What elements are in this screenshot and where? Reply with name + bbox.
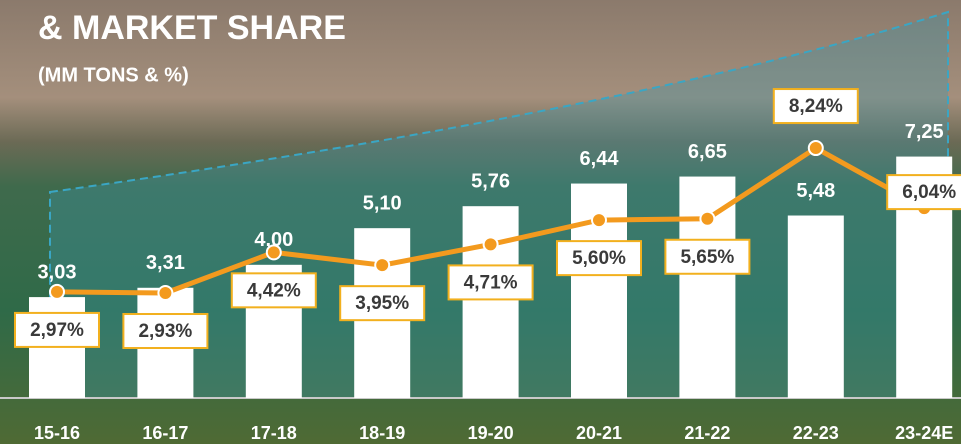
bar xyxy=(463,206,519,398)
bar-value-label: 5,10 xyxy=(363,192,402,214)
chart-subtitle: (MM TONS & %) xyxy=(38,64,189,86)
x-tick-label: 15-16 xyxy=(34,423,80,443)
x-tick-label: 17-18 xyxy=(251,423,297,443)
share-point xyxy=(700,212,714,226)
bar-value-label: 5,48 xyxy=(796,180,835,202)
share-point xyxy=(375,258,389,272)
x-tick-label: 18-19 xyxy=(359,423,405,443)
bar-value-label: 6,44 xyxy=(580,148,620,170)
share-point xyxy=(809,141,823,155)
share-value-label: 5,65% xyxy=(680,247,734,268)
x-tick-label: 20-21 xyxy=(576,423,622,443)
bar-value-label: 6,65 xyxy=(688,141,727,163)
x-tick-label: 23-24E xyxy=(895,423,953,443)
share-value-label: 3,95% xyxy=(355,293,409,314)
share-value-label: 5,60% xyxy=(572,248,626,269)
share-value-label: 4,42% xyxy=(247,280,301,301)
share-point xyxy=(592,213,606,227)
share-value-label: 2,97% xyxy=(30,320,84,341)
share-value-label: 2,93% xyxy=(138,321,192,342)
bar-value-label: 3,03 xyxy=(38,261,77,283)
share-point xyxy=(267,245,281,259)
x-tick-label: 16-17 xyxy=(142,423,188,443)
share-point xyxy=(158,286,172,300)
x-tick-label: 21-22 xyxy=(684,423,730,443)
x-tick-label: 19-20 xyxy=(468,423,514,443)
share-value-label: 4,71% xyxy=(464,272,518,293)
bar-value-label: 5,76 xyxy=(471,170,510,192)
share-point xyxy=(484,237,498,251)
share-value-label: 8,24% xyxy=(789,96,843,117)
chart-title: & MARKET SHARE xyxy=(38,9,346,47)
bar xyxy=(788,216,844,398)
bar-value-label: 7,25 xyxy=(905,121,944,143)
share-value-label: 6,04% xyxy=(902,182,956,203)
chart: & MARKET SHARE (MM TONS & %) 3,03 15-16 3,… xyxy=(0,0,961,444)
bar-value-label: 3,31 xyxy=(146,252,185,274)
share-point xyxy=(50,285,64,299)
x-tick-label: 22-23 xyxy=(793,423,839,443)
bar xyxy=(679,177,735,398)
